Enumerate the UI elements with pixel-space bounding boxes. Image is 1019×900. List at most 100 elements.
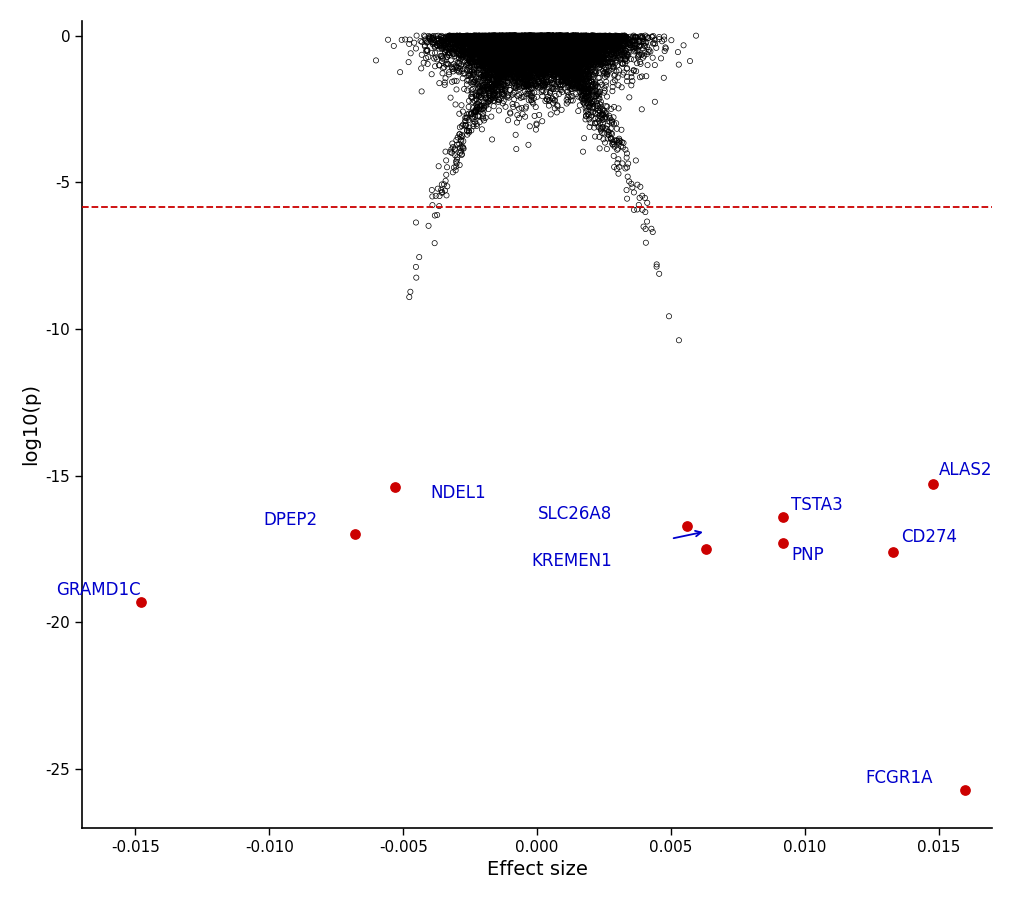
Point xyxy=(498,51,515,66)
Point xyxy=(570,58,586,73)
Point xyxy=(504,35,521,50)
Point xyxy=(573,34,589,49)
Point xyxy=(450,50,467,65)
Point xyxy=(564,37,580,51)
Point xyxy=(522,52,538,67)
Point xyxy=(500,48,517,62)
Point xyxy=(539,61,555,76)
Point xyxy=(568,34,584,49)
Point xyxy=(521,44,537,58)
Point xyxy=(481,32,497,46)
Point xyxy=(531,29,547,43)
Point xyxy=(559,41,576,56)
Point xyxy=(517,40,533,54)
Point xyxy=(541,31,557,45)
Point xyxy=(534,41,550,56)
Point xyxy=(582,40,598,55)
Point xyxy=(595,36,611,50)
Point xyxy=(532,33,548,48)
Point xyxy=(526,40,542,54)
Point xyxy=(494,57,511,71)
Point xyxy=(504,50,521,65)
Point xyxy=(486,78,502,93)
Point xyxy=(516,32,532,46)
Point xyxy=(465,34,481,49)
Point xyxy=(511,31,527,45)
Point xyxy=(501,50,518,65)
Point xyxy=(524,48,540,62)
Point xyxy=(518,41,534,56)
Point xyxy=(527,43,543,58)
Point xyxy=(477,31,493,45)
Point xyxy=(525,32,541,46)
Point xyxy=(566,52,582,67)
Point xyxy=(548,39,565,53)
Point xyxy=(516,30,532,44)
Point xyxy=(440,30,457,44)
Point xyxy=(511,63,527,77)
Point xyxy=(427,189,443,203)
Point xyxy=(579,35,595,50)
Point xyxy=(471,58,487,73)
Point xyxy=(524,43,540,58)
Point xyxy=(515,62,531,77)
Point xyxy=(575,45,591,59)
Point xyxy=(548,51,565,66)
Point xyxy=(568,35,584,50)
Point xyxy=(532,39,548,53)
Point xyxy=(560,32,577,46)
Point xyxy=(527,32,543,47)
Point xyxy=(483,41,499,56)
Point xyxy=(532,61,548,76)
Point xyxy=(529,44,545,58)
Point xyxy=(508,37,525,51)
Point xyxy=(605,34,622,49)
Point xyxy=(586,32,602,47)
Point xyxy=(484,84,500,98)
Point xyxy=(581,32,597,46)
Point xyxy=(544,55,560,69)
Point xyxy=(537,38,553,52)
Point xyxy=(581,32,597,47)
Point xyxy=(574,32,590,47)
Point xyxy=(482,33,498,48)
Point xyxy=(468,61,484,76)
Point xyxy=(484,32,500,47)
Point xyxy=(558,37,575,51)
Point xyxy=(551,40,568,54)
Point xyxy=(522,32,538,46)
Point xyxy=(544,31,560,45)
Point xyxy=(574,76,590,91)
Point xyxy=(505,37,522,51)
Point xyxy=(517,29,533,43)
Point xyxy=(511,50,527,64)
Point xyxy=(517,32,533,46)
Point xyxy=(442,34,459,49)
Point xyxy=(516,33,532,48)
Point xyxy=(513,30,529,44)
Point xyxy=(619,50,635,64)
Point xyxy=(605,33,622,48)
Point xyxy=(536,31,552,45)
Point xyxy=(574,52,590,67)
Point xyxy=(516,30,532,44)
Point xyxy=(579,47,595,61)
Point xyxy=(557,54,574,68)
Point xyxy=(506,48,523,62)
Point xyxy=(577,34,593,49)
Point xyxy=(476,32,492,47)
Point xyxy=(585,50,601,64)
Point xyxy=(564,32,580,47)
Point xyxy=(500,29,517,43)
Point xyxy=(507,30,524,44)
Point xyxy=(624,34,640,49)
Point xyxy=(550,87,567,102)
Point xyxy=(538,52,554,67)
Point xyxy=(547,53,564,68)
Point xyxy=(553,39,570,53)
Point xyxy=(573,40,589,55)
Point xyxy=(444,38,461,52)
Point xyxy=(504,51,521,66)
Point xyxy=(584,68,600,82)
Point xyxy=(459,84,475,98)
